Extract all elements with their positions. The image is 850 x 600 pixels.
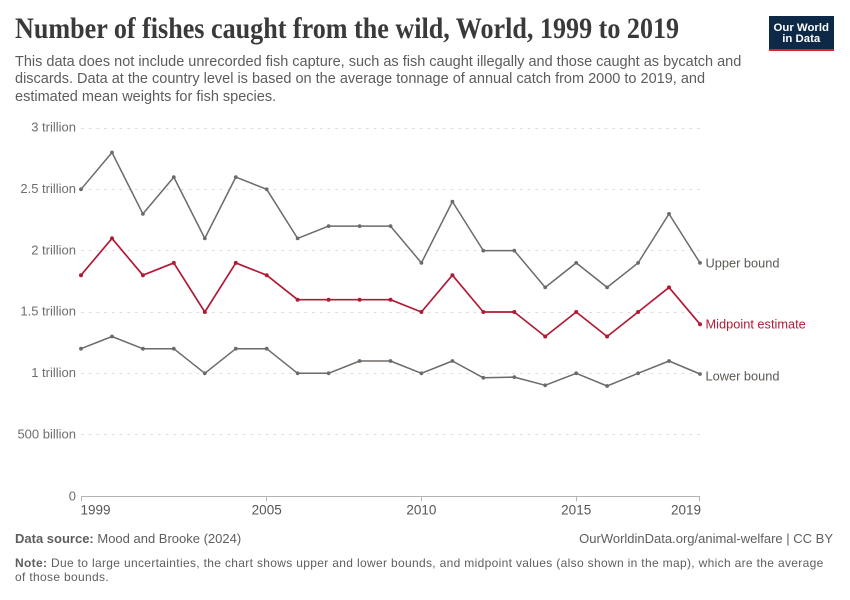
svg-text:Lower bound: Lower bound — [706, 369, 780, 384]
svg-text:500 billion: 500 billion — [17, 426, 76, 441]
svg-text:2 trillion: 2 trillion — [31, 242, 76, 257]
svg-text:0: 0 — [69, 489, 76, 504]
svg-text:1.5 trillion: 1.5 trillion — [20, 304, 76, 319]
svg-text:2.5 trillion: 2.5 trillion — [20, 181, 76, 196]
svg-text:2019: 2019 — [671, 503, 701, 518]
svg-text:2010: 2010 — [406, 503, 436, 518]
svg-text:1 trillion: 1 trillion — [31, 365, 76, 380]
svg-text:3 trillion: 3 trillion — [31, 120, 76, 135]
svg-text:2015: 2015 — [561, 503, 591, 518]
svg-text:1999: 1999 — [81, 503, 111, 518]
svg-text:2005: 2005 — [252, 503, 282, 518]
svg-text:Midpoint estimate: Midpoint estimate — [706, 317, 806, 332]
svg-text:Upper bound: Upper bound — [706, 256, 780, 271]
